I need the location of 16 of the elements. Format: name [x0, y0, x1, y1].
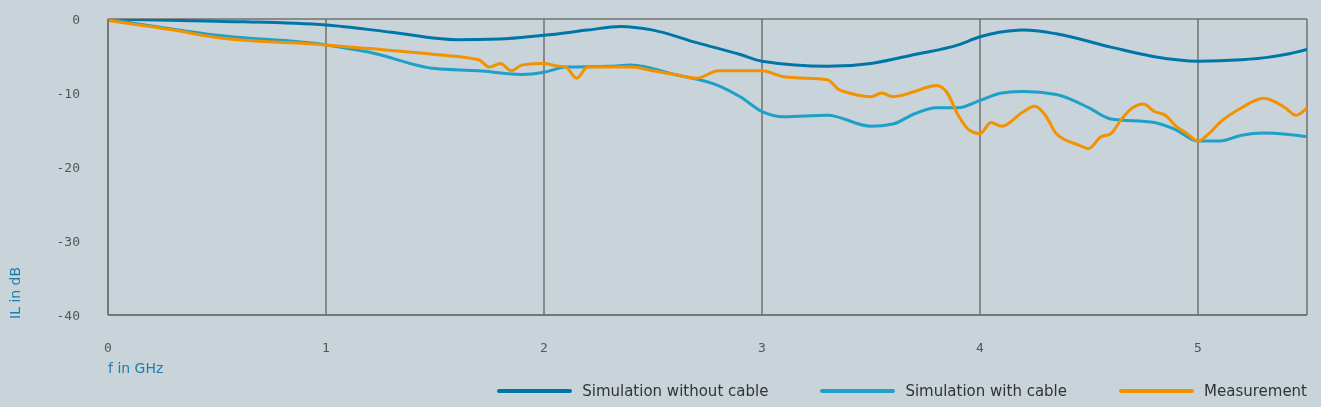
x-tick-label: 2 [540, 340, 548, 356]
y-axis-title: IL in dB [7, 266, 23, 319]
x-axis-title: f in GHz [108, 360, 164, 376]
legend-label: Measurement [1204, 382, 1307, 400]
x-tick-label: 0 [104, 340, 112, 356]
x-tick-label: 1 [322, 340, 330, 356]
y-tick-label: -30 [56, 233, 80, 249]
legend-label: Simulation with cable [905, 382, 1068, 400]
y-tick-label: -40 [56, 307, 80, 323]
y-tick-label: 0 [72, 11, 80, 27]
x-tick-label: 5 [1194, 340, 1202, 356]
x-tick-label: 3 [758, 340, 766, 356]
x-tick-label: 4 [976, 340, 985, 356]
legend-label: Simulation without cable [582, 382, 769, 400]
y-tick-label: -10 [56, 85, 80, 101]
y-tick-label: -20 [56, 159, 80, 175]
